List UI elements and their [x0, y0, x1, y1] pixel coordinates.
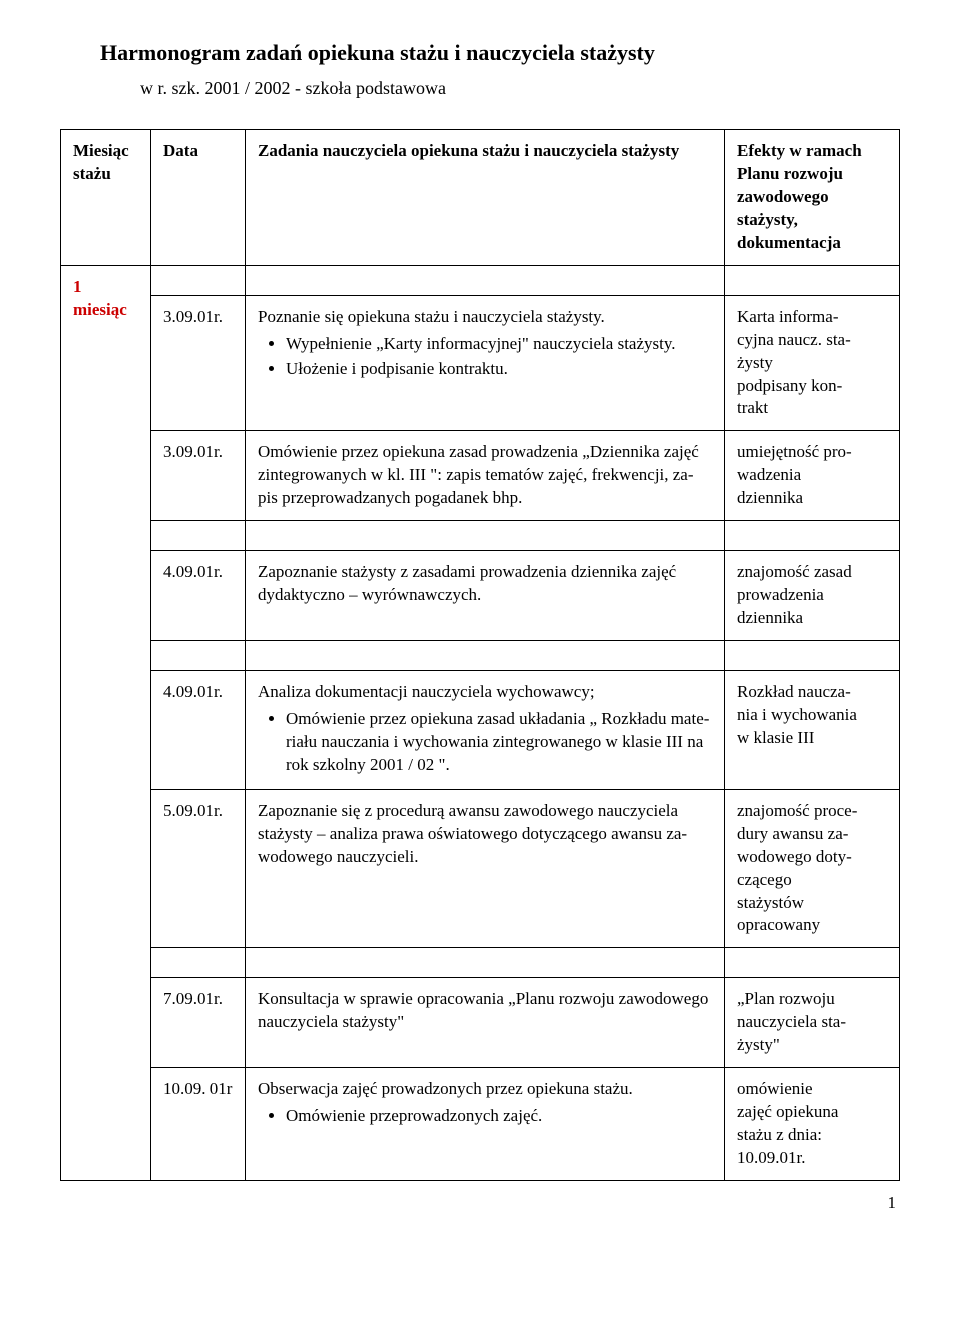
task-cell: Zapoznanie stażysty z zasadami prowadzen…: [246, 551, 725, 641]
effect-cell: znajomość proce- dury awansu za- wodoweg…: [725, 789, 900, 948]
task-intro: Konsultacja w sprawie opracowania „Planu…: [258, 988, 712, 1034]
spacer-row: [61, 641, 900, 671]
header-task: Zadania nauczyciela opiekuna stażu i nau…: [246, 130, 725, 266]
table-row: 4.09.01r. Analiza dokumentacji nauczyciel…: [61, 671, 900, 790]
task-cell: Konsultacja w sprawie opracowania „Planu…: [246, 978, 725, 1068]
date-cell: 7.09.01r.: [151, 978, 246, 1068]
effect-cell: umiejętność pro- wadzenia dziennika: [725, 431, 900, 521]
page-title: Harmonogram zadań opiekuna stażu i naucz…: [60, 40, 900, 66]
task-bullet: Omówienie przez opiekuna zasad układania…: [286, 708, 712, 777]
task-cell: Omówienie przez opiekuna zasad prowadzen…: [246, 431, 725, 521]
task-intro: Analiza dokumentacji nauczyciela wychowa…: [258, 681, 712, 704]
table-row: 10.09. 01r Obserwacja zajęć prowadzonych …: [61, 1068, 900, 1181]
table-row: 4.09.01r. Zapoznanie stażysty z zasadami …: [61, 551, 900, 641]
spacer-row: 1 miesiąc: [61, 265, 900, 295]
header-row: Miesiąc stażu Data Zadania nauczyciela o…: [61, 130, 900, 266]
task-cell: Obserwacja zajęć prowadzonych przez opie…: [246, 1068, 725, 1181]
header-effect: Efekty w ramach Planu rozwoju zawodowego…: [725, 130, 900, 266]
month-cell: 1 miesiąc: [61, 265, 151, 1180]
spacer-row: [61, 948, 900, 978]
header-date: Data: [151, 130, 246, 266]
task-bullet: Omówienie przeprowadzonych zajęć.: [286, 1105, 712, 1128]
table-row: 7.09.01r. Konsultacja w sprawie opracowan…: [61, 978, 900, 1068]
effect-cell: Karta informa- cyjna naucz. sta- żysty p…: [725, 295, 900, 431]
effect-cell: znajomość zasad prowadzenia dziennika: [725, 551, 900, 641]
header-month: Miesiąc stażu: [61, 130, 151, 266]
task-bullets: Wypełnienie „Karty informacyjnej" nauczy…: [258, 333, 712, 381]
task-intro: Zapoznanie stażysty z zasadami prowadzen…: [258, 561, 712, 607]
date-cell: 4.09.01r.: [151, 551, 246, 641]
date-cell: 3.09.01r.: [151, 295, 246, 431]
page-subtitle: w r. szk. 2001 / 2002 - szkoła podstawow…: [60, 78, 900, 99]
task-intro: Omówienie przez opiekuna zasad prowadzen…: [258, 441, 712, 510]
task-cell: Zapoznanie się z procedurą awansu zawodo…: [246, 789, 725, 948]
task-cell: Poznanie się opiekuna stażu i nauczyciel…: [246, 295, 725, 431]
page-number: 1: [60, 1193, 900, 1213]
task-bullets: Omówienie przez opiekuna zasad układania…: [258, 708, 712, 777]
date-cell: 5.09.01r.: [151, 789, 246, 948]
date-cell: 4.09.01r.: [151, 671, 246, 790]
task-cell: Analiza dokumentacji nauczyciela wychowa…: [246, 671, 725, 790]
table-row: 5.09.01r.Zapoznanie się z procedurą awan…: [61, 789, 900, 948]
effect-cell: Rozkład naucza- nia i wychowania w klasi…: [725, 671, 900, 790]
schedule-table: Miesiąc stażu Data Zadania nauczyciela o…: [60, 129, 900, 1181]
date-cell: 3.09.01r.: [151, 431, 246, 521]
task-intro: Poznanie się opiekuna stażu i nauczyciel…: [258, 306, 712, 329]
spacer-row: [61, 521, 900, 551]
task-bullet: Ułożenie i podpisanie kontraktu.: [286, 358, 712, 381]
table-row: 3.09.01r. Poznanie się opiekuna stażu i n…: [61, 295, 900, 431]
effect-cell: omówienie zajęć opiekuna stażu z dnia: 1…: [725, 1068, 900, 1181]
task-intro: Zapoznanie się z procedurą awansu zawodo…: [258, 800, 712, 869]
task-bullet: Wypełnienie „Karty informacyjnej" nauczy…: [286, 333, 712, 356]
effect-cell: „Plan rozwoju nauczyciela sta- żysty": [725, 978, 900, 1068]
task-intro: Obserwacja zajęć prowadzonych przez opie…: [258, 1078, 712, 1101]
date-cell: 10.09. 01r: [151, 1068, 246, 1181]
table-row: 3.09.01r.Omówienie przez opiekuna zasad …: [61, 431, 900, 521]
task-bullets: Omówienie przeprowadzonych zajęć.: [258, 1105, 712, 1128]
